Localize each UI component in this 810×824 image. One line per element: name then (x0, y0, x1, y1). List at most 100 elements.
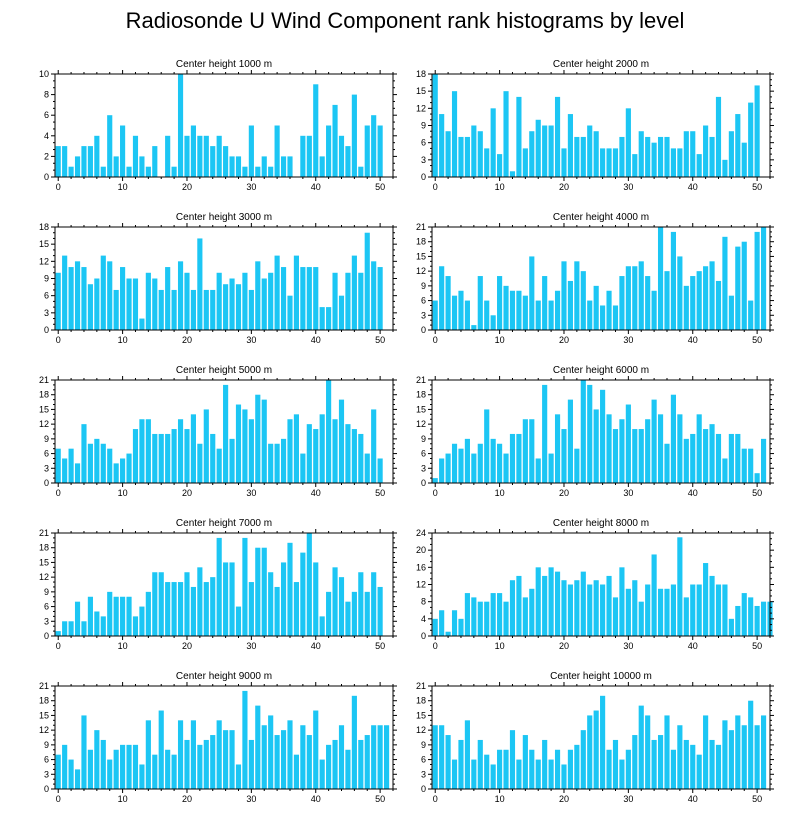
bar (651, 290, 657, 330)
bar (561, 148, 567, 177)
bar (242, 690, 248, 789)
bar (145, 720, 151, 789)
bar (268, 572, 274, 636)
bar (451, 295, 458, 330)
bar (165, 433, 171, 483)
bar (683, 285, 689, 330)
bar (158, 572, 164, 636)
bar (68, 759, 74, 789)
bar (638, 705, 644, 789)
y-tick-label: 3 (421, 155, 426, 165)
y-tick-label: 12 (39, 256, 49, 266)
panel-3: Center height 3000 m 0 3 6 9 12 15 18 0 10 20 30 40 5… (39, 212, 397, 345)
panel-4: Center height 4000 m 0 3 6 9 12 15 18 21 0 10 20 30 4… (416, 212, 774, 345)
bar (741, 448, 747, 483)
bar (242, 272, 248, 330)
bar (197, 744, 203, 789)
bar (338, 725, 345, 789)
plot-frame (54, 379, 394, 484)
bar (210, 735, 216, 789)
bar (554, 96, 561, 177)
bar (497, 593, 503, 636)
bar (274, 735, 280, 789)
bar (490, 593, 496, 636)
bar (567, 280, 573, 330)
bar (548, 300, 554, 330)
y-tick-label: 12 (416, 419, 426, 429)
bar (338, 399, 345, 483)
bar (345, 272, 351, 330)
y-tick-label: 0 (421, 478, 426, 488)
x-tick-label: 40 (688, 182, 698, 192)
bar (165, 582, 171, 636)
bar (464, 300, 470, 330)
bar (332, 419, 338, 483)
bar (81, 146, 87, 177)
bar (87, 443, 93, 483)
bar (587, 384, 593, 483)
bar (100, 616, 106, 636)
panel-title: Center height 1000 m (176, 59, 272, 70)
bar (645, 276, 651, 330)
bar (268, 166, 274, 177)
bar (529, 419, 535, 483)
bar (580, 380, 586, 483)
bar (612, 429, 619, 483)
bar (171, 582, 177, 636)
x-tick-label: 20 (182, 182, 192, 192)
x-tick-label: 30 (623, 182, 633, 192)
bar (68, 621, 74, 636)
bar (754, 85, 760, 177)
bar (522, 597, 528, 637)
bar (287, 720, 293, 789)
x-tick-label: 50 (752, 488, 762, 498)
x-tick-label: 30 (246, 794, 256, 804)
bar (625, 108, 631, 177)
bar (94, 135, 100, 177)
x-tick-label: 50 (375, 488, 385, 498)
y-tick-label: 10 (39, 69, 49, 79)
bar (132, 278, 139, 330)
bar (351, 695, 357, 789)
bar (664, 588, 670, 636)
bar (728, 618, 734, 636)
bar (458, 739, 464, 789)
bar (509, 433, 516, 483)
bar (561, 429, 567, 483)
bar (152, 146, 158, 177)
y-tick-label: 15 (416, 710, 426, 720)
bar (120, 267, 126, 330)
bar (722, 584, 728, 636)
y-tick-label: 0 (44, 478, 49, 488)
bar (567, 114, 573, 177)
bar (345, 749, 351, 789)
bar (703, 715, 709, 789)
bar (120, 458, 126, 483)
bar (503, 285, 509, 330)
bar (332, 104, 338, 177)
bar (625, 404, 631, 483)
y-tick-label: 9 (421, 121, 426, 131)
bar (171, 429, 177, 483)
x-tick-label: 40 (688, 641, 698, 651)
bar (471, 597, 477, 637)
bar (735, 605, 741, 636)
bar (319, 307, 325, 330)
bar (152, 754, 158, 789)
x-tick-label: 10 (118, 182, 128, 192)
bar (229, 562, 235, 636)
bar (529, 131, 535, 177)
bar (657, 136, 664, 177)
bar (364, 591, 370, 636)
bar (139, 606, 145, 636)
bar (548, 567, 554, 636)
bar (313, 710, 319, 789)
bar (529, 749, 535, 789)
bar (94, 438, 100, 483)
bar (94, 611, 100, 636)
bar (351, 94, 357, 177)
y-tick-label: 18 (416, 69, 426, 79)
bar (593, 285, 599, 330)
bar (107, 591, 113, 636)
bar (100, 739, 106, 789)
